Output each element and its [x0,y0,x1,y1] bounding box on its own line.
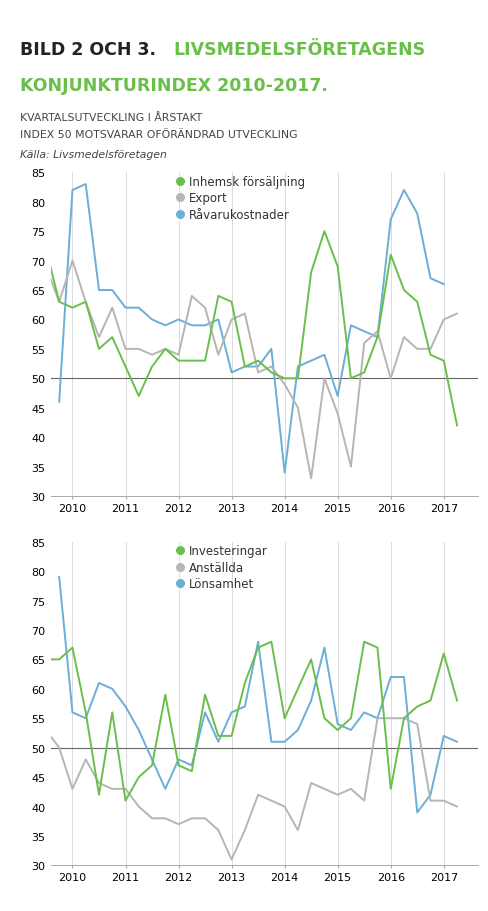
Legend: Investeringar, Anställda, Lönsamhet: Investeringar, Anställda, Lönsamhet [177,545,267,590]
Legend: Inhemsk försäljning, Export, Råvarukostnader: Inhemsk försäljning, Export, Råvarukostn… [177,176,305,221]
Text: LIVSMEDELSFÖRETAGENS: LIVSMEDELSFÖRETAGENS [173,41,426,59]
Text: KVARTALSUTVECKLING I ÅRSTAKT: KVARTALSUTVECKLING I ÅRSTAKT [20,113,202,123]
Text: KONJUNKTURINDEX 2010-2017.: KONJUNKTURINDEX 2010-2017. [20,77,327,95]
Text: Källa: Livsmedelsföretagen: Källa: Livsmedelsföretagen [20,150,166,160]
Text: INDEX 50 MOTSVARAR OFÖRÄNDRAD UTVECKLING: INDEX 50 MOTSVARAR OFÖRÄNDRAD UTVECKLING [20,130,297,140]
Text: BILD 2 OCH 3.: BILD 2 OCH 3. [20,41,162,59]
